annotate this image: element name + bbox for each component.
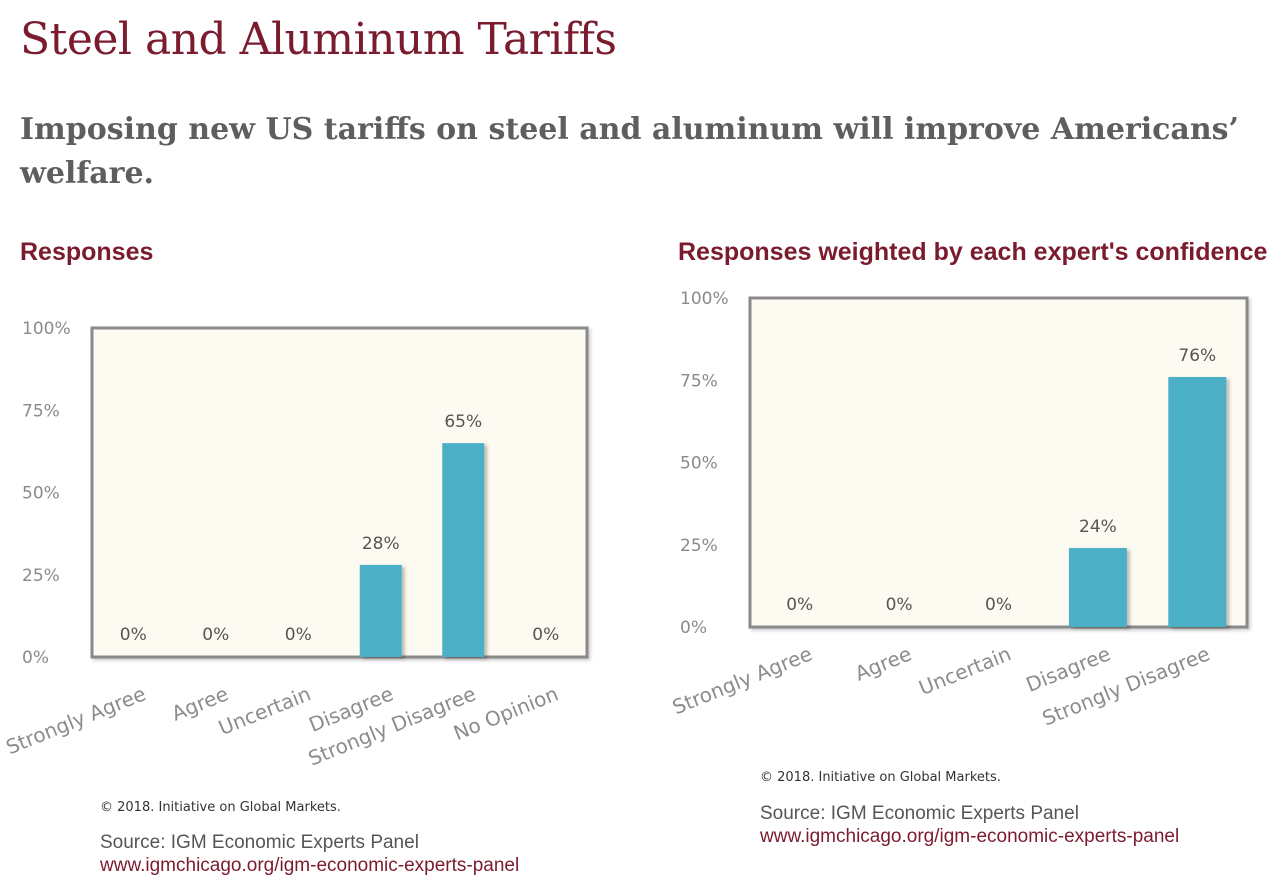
page-title: Steel and Aluminum Tariffs [20, 14, 617, 65]
x-category-label: Agree [851, 641, 914, 685]
y-tick-label: 50% [680, 454, 718, 474]
bar-value-label: 0% [985, 595, 1012, 615]
copyright-note-responses: © 2018. Initiative on Global Markets. [100, 800, 341, 815]
bar-value-label: 0% [532, 625, 559, 645]
source-note-responses: Source: IGM Economic Experts Panel www.i… [100, 831, 519, 877]
bar [359, 564, 402, 657]
bar-value-label: 76% [1178, 346, 1216, 366]
responses-chart: 0%25%50%75%100%0%Strongly Agree0%Agree0%… [2, 319, 589, 770]
bar-value-label: 24% [1079, 517, 1117, 537]
y-tick-label: 100% [22, 319, 71, 339]
source-note-weighted: Source: IGM Economic Experts Panel www.i… [760, 802, 1179, 848]
source-label: Source: IGM Economic Experts Panel [760, 803, 1079, 824]
plot-area [90, 326, 589, 659]
y-tick-label: 0% [22, 648, 49, 668]
y-tick-label: 75% [22, 401, 60, 421]
bar-value-label: 0% [886, 595, 913, 615]
weighted-responses-chart: 0% 25% 50% 75% 100% 0% Strongly Agree 0% Agree 0%… [669, 289, 1249, 730]
source-link[interactable]: www.igmchicago.org/igm-economic-experts-… [100, 855, 520, 876]
plot-area [748, 296, 1249, 629]
bar-value-label: 0% [285, 625, 312, 645]
chart-title-responses: Responses [20, 238, 154, 266]
bar-value-label: 28% [362, 534, 400, 554]
y-tick-label: 25% [22, 566, 60, 586]
y-tick-label: 75% [680, 371, 718, 391]
survey-statement: Imposing new US tariffs on steel and alu… [20, 112, 1239, 191]
y-tick-label: 25% [680, 536, 718, 556]
source-link[interactable]: www.igmchicago.org/igm-economic-experts-… [760, 826, 1180, 847]
chart-title-weighted-responses: Responses weighted by each expert's conf… [678, 238, 1268, 266]
x-category-label: Uncertain [215, 681, 314, 740]
bar-value-label: 0% [120, 625, 147, 645]
copyright-note-weighted: © 2018. Initiative on Global Markets. [760, 770, 1001, 785]
bar [1068, 548, 1127, 627]
y-tick-label: 0% [680, 618, 707, 638]
bar [442, 443, 485, 657]
bar-value-label: 0% [786, 595, 813, 615]
x-category-label: Strongly Agree [2, 681, 149, 759]
x-category-label: Uncertain [915, 641, 1014, 700]
source-label: Source: IGM Economic Experts Panel [100, 832, 419, 853]
bar-value-label: 65% [444, 412, 482, 432]
y-tick-label: 50% [22, 484, 60, 504]
bar [1168, 376, 1227, 627]
y-tick-label: 100% [680, 289, 729, 309]
x-category-label: Strongly Disagree [1039, 641, 1213, 730]
bar-value-label: 0% [202, 625, 229, 645]
x-category-label: Strongly Agree [669, 641, 816, 719]
